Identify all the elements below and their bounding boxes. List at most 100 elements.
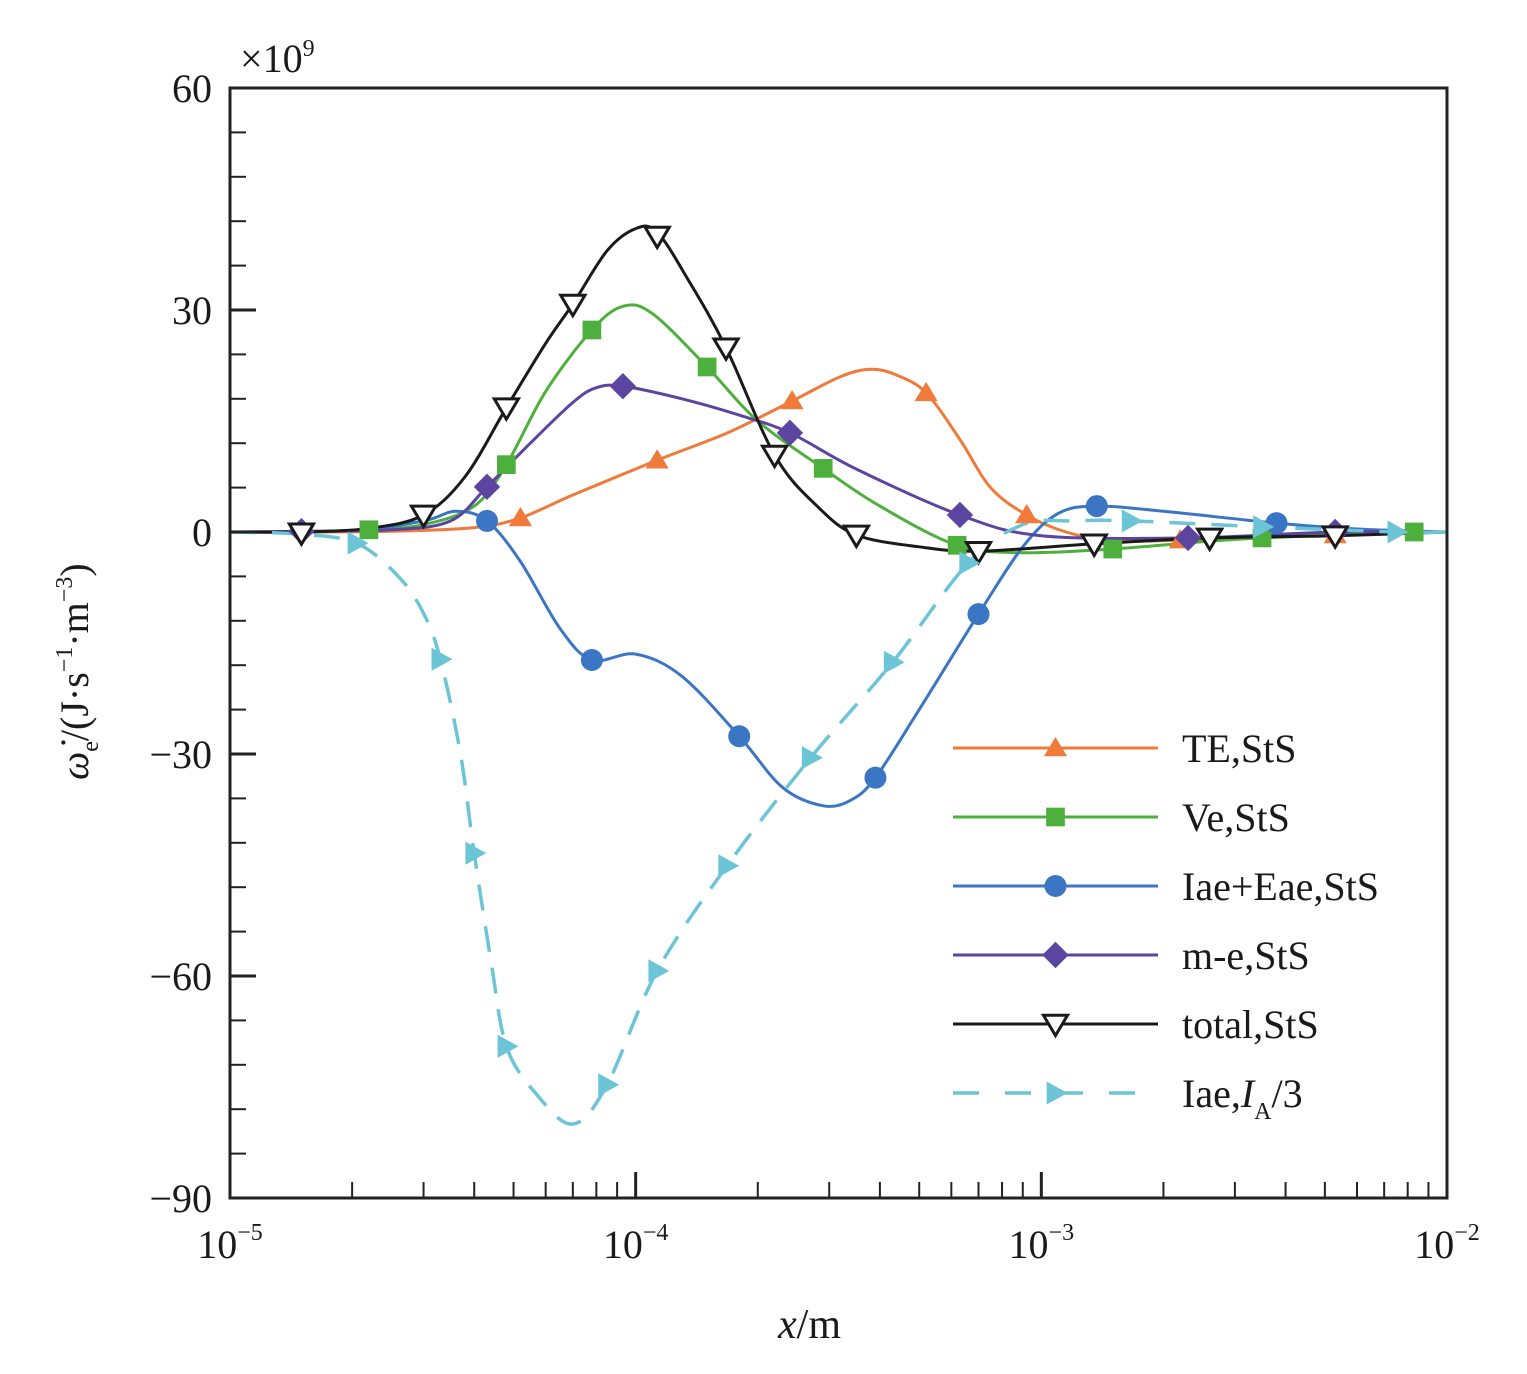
data-point-total-sts [1194,527,1225,553]
data-point-ve-sts [582,320,602,340]
data-point-iae-ia-3 [431,647,453,671]
data-point-m-e-sts [473,473,501,501]
x-tick-label: 10−4 [603,1220,669,1267]
series-markers-iae-ia-3 [347,509,1409,1097]
data-point-iae-eae-sts [475,509,498,532]
series-line-total-sts [230,224,1447,553]
legend-item-iae-eae-sts: Iae+Eae,StS [953,864,1379,909]
data-point-ve-sts [697,357,717,377]
series-line-te-sts [230,367,1447,543]
data-point-ve-sts [1103,539,1123,559]
series-markers-iae-eae-sts [475,495,1288,789]
x-tick-base: 10 [197,1222,237,1267]
data-point-m-e-sts [946,501,974,529]
plot-frame [228,86,1449,1200]
data-point-total-sts [491,397,522,423]
data-point-iae-eae-sts [728,725,751,748]
data-point-iae-ia-3 [648,959,670,983]
legend-label: m-e,StS [1182,933,1310,978]
series-line-iae-ia-3 [230,518,1447,1126]
data-point-iae-ia-3 [347,531,369,555]
series-markers-m-e-sts [288,373,1349,552]
legend-marker [1043,737,1068,757]
x-tick-exponent: −2 [1454,1220,1480,1246]
data-point-m-e-sts [776,419,804,447]
data-point-total-sts [759,444,790,470]
y-tick-label: −60 [149,954,212,999]
legend-label: Iae+Eae,StS [1182,864,1379,909]
data-point-iae-ia-3 [718,854,740,878]
data-point-total-sts [711,337,741,363]
data-point-iae-eae-sts [580,649,603,672]
y-tick-label: 0 [192,510,212,555]
y-tick-label: 30 [172,288,212,333]
data-point-iae-eae-sts [967,603,990,626]
legend-label: TE,StS [1182,726,1296,771]
x-axis-label: x/m [777,1302,841,1348]
legend-marker [1042,941,1069,969]
data-point-iae-eae-sts [1265,512,1288,535]
x-tick-base: 10 [1009,1222,1049,1267]
legend-marker [1044,875,1067,897]
x-tick-exponent: −5 [237,1220,263,1246]
data-point-total-sts [642,225,672,251]
x-tick-label: 10−5 [197,1220,263,1267]
data-point-iae-ia-3 [1253,515,1275,539]
data-point-te-sts [1015,503,1039,524]
legend-item-ve-sts: Ve,StS [953,795,1290,840]
data-point-total-sts [1320,525,1350,551]
x-tick-label: 10−2 [1414,1220,1480,1267]
series-markers-total-sts [286,225,1350,566]
legend-marker [1046,1081,1068,1105]
y-tick-label: 60 [172,66,212,111]
x-tick-base: 10 [1414,1222,1454,1267]
data-point-ve-sts [947,535,967,555]
data-point-iae-ia-3 [1121,509,1143,533]
y-multiplier: ×109 [240,36,315,81]
legend-label: Iae,IA/3 [1182,1071,1303,1125]
legend-item-m-e-sts: m-e,StS [953,933,1310,978]
series-markers [286,225,1424,1097]
data-point-iae-eae-sts [1085,495,1108,518]
data-point-total-sts [963,540,994,566]
data-point-iae-ia-3 [801,746,823,770]
data-point-iae-ia-3 [598,1073,620,1097]
y-axis-label: ω̇e/(J·s−1·m−3) [52,563,104,780]
data-point-ve-sts [359,520,379,540]
legend-marker [1040,1013,1071,1039]
legend-item-iae-ia-3: Iae,IA/3 [953,1071,1303,1125]
series-line-ve-sts [230,303,1447,555]
axes [228,86,1449,1200]
legend: TE,StS Ve,StS Iae+Eae,StS m-e,StS total,StS I… [953,726,1379,1125]
y-tick-label: −30 [149,732,212,777]
data-point-m-e-sts [1174,524,1202,552]
data-point-iae-ia-3 [883,650,905,674]
data-point-te-sts [780,390,804,410]
data-point-total-sts [408,504,439,530]
series-markers-ve-sts [359,320,1424,559]
data-point-ve-sts [1404,522,1424,542]
data-point-te-sts [508,506,533,527]
data-point-iae-ia-3 [959,551,981,575]
data-point-total-sts [1079,533,1109,559]
data-point-iae-eae-sts [864,766,887,789]
legend-item-te-sts: TE,StS [953,726,1296,771]
data-point-iae-ia-3 [1387,520,1409,544]
data-point-ve-sts [813,459,833,478]
legend-item-total-sts: total,StS [953,1002,1319,1047]
x-tick-exponent: −4 [643,1220,669,1246]
legend-label: total,StS [1182,1002,1319,1047]
data-point-total-sts [286,522,317,548]
x-tick-label: 10−3 [1009,1220,1075,1267]
legend-marker [1046,807,1065,827]
data-point-te-sts [914,381,938,402]
data-point-total-sts [841,524,872,550]
series-line-m-e-sts [230,383,1447,540]
data-point-m-e-sts [609,373,637,400]
y-tick-label: −90 [149,1176,212,1221]
data-point-te-sts [645,449,669,469]
data-point-total-sts [558,293,588,319]
x-tick-exponent: −3 [1049,1220,1075,1246]
